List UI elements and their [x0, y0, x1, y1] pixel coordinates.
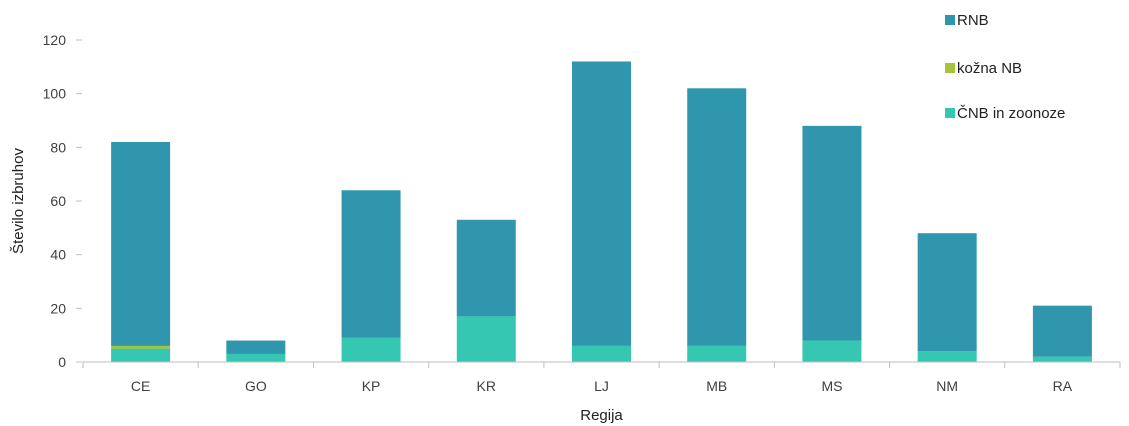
- bar-LJ-RNB: [572, 61, 631, 346]
- bar-CE-kožna-NB: [111, 345, 171, 349]
- bar-NM-RNB: [917, 233, 977, 352]
- x-tick-label: KP: [362, 378, 381, 394]
- bar-NM-ČNB-in-zoonoze: [917, 351, 977, 362]
- y-tick-label: 60: [50, 193, 66, 209]
- legend-swatch: [945, 63, 955, 73]
- bar-MB-RNB: [687, 88, 747, 346]
- x-tick-label: LJ: [594, 378, 609, 394]
- bar-MB-ČNB-in-zoonoze: [687, 345, 747, 362]
- legend-swatch: [945, 108, 955, 118]
- y-tick-label: 0: [58, 354, 66, 370]
- x-tick-label: RA: [1053, 378, 1073, 394]
- bar-GO-RNB: [226, 340, 286, 354]
- bar-LJ-ČNB-in-zoonoze: [572, 345, 631, 362]
- bar-KP-ČNB-in-zoonoze: [341, 337, 401, 362]
- x-tick-label: MB: [706, 378, 727, 394]
- y-tick-label: 20: [50, 300, 66, 316]
- y-axis-title: Število izbruhov: [10, 148, 27, 254]
- y-axis-ticks: 0 20 40 60 80 100 120: [43, 32, 82, 370]
- bar-RA-ČNB-in-zoonoze: [1032, 356, 1092, 362]
- legend: RNB kožna NB ČNB in zoonoze: [945, 12, 1065, 122]
- legend-label: RNB: [957, 12, 989, 29]
- y-tick-label: 40: [50, 247, 66, 263]
- x-tick-label: NM: [936, 378, 958, 394]
- bar-GO-ČNB-in-zoonoze: [226, 353, 286, 362]
- x-tick-label: KR: [477, 378, 496, 394]
- legend-label: kožna NB: [957, 60, 1022, 77]
- x-axis-title: Regija: [580, 407, 623, 424]
- bar-KR-RNB: [456, 219, 516, 317]
- x-tick-label: MS: [821, 378, 842, 394]
- bar-MS-ČNB-in-zoonoze: [802, 340, 862, 362]
- bar-MS-RNB: [802, 125, 862, 341]
- bar-RA-RNB: [1032, 305, 1092, 357]
- x-tick-label: CE: [131, 378, 150, 394]
- x-axis-ticks: CE GO KP KR LJ MB MS NM RA: [82, 362, 1121, 394]
- bar-KR-ČNB-in-zoonoze: [456, 316, 516, 362]
- y-tick-label: 80: [50, 139, 66, 155]
- x-tick-label: GO: [245, 378, 267, 394]
- legend-swatch: [945, 15, 955, 25]
- bar-CE-RNB: [111, 141, 171, 346]
- bar-KP-RNB: [341, 190, 401, 338]
- bar-CE-ČNB-in-zoonoze: [111, 348, 171, 362]
- bars: [111, 61, 1092, 362]
- y-tick-label: 100: [43, 86, 67, 102]
- y-tick-label: 120: [43, 32, 67, 48]
- legend-label: ČNB in zoonoze: [957, 105, 1065, 122]
